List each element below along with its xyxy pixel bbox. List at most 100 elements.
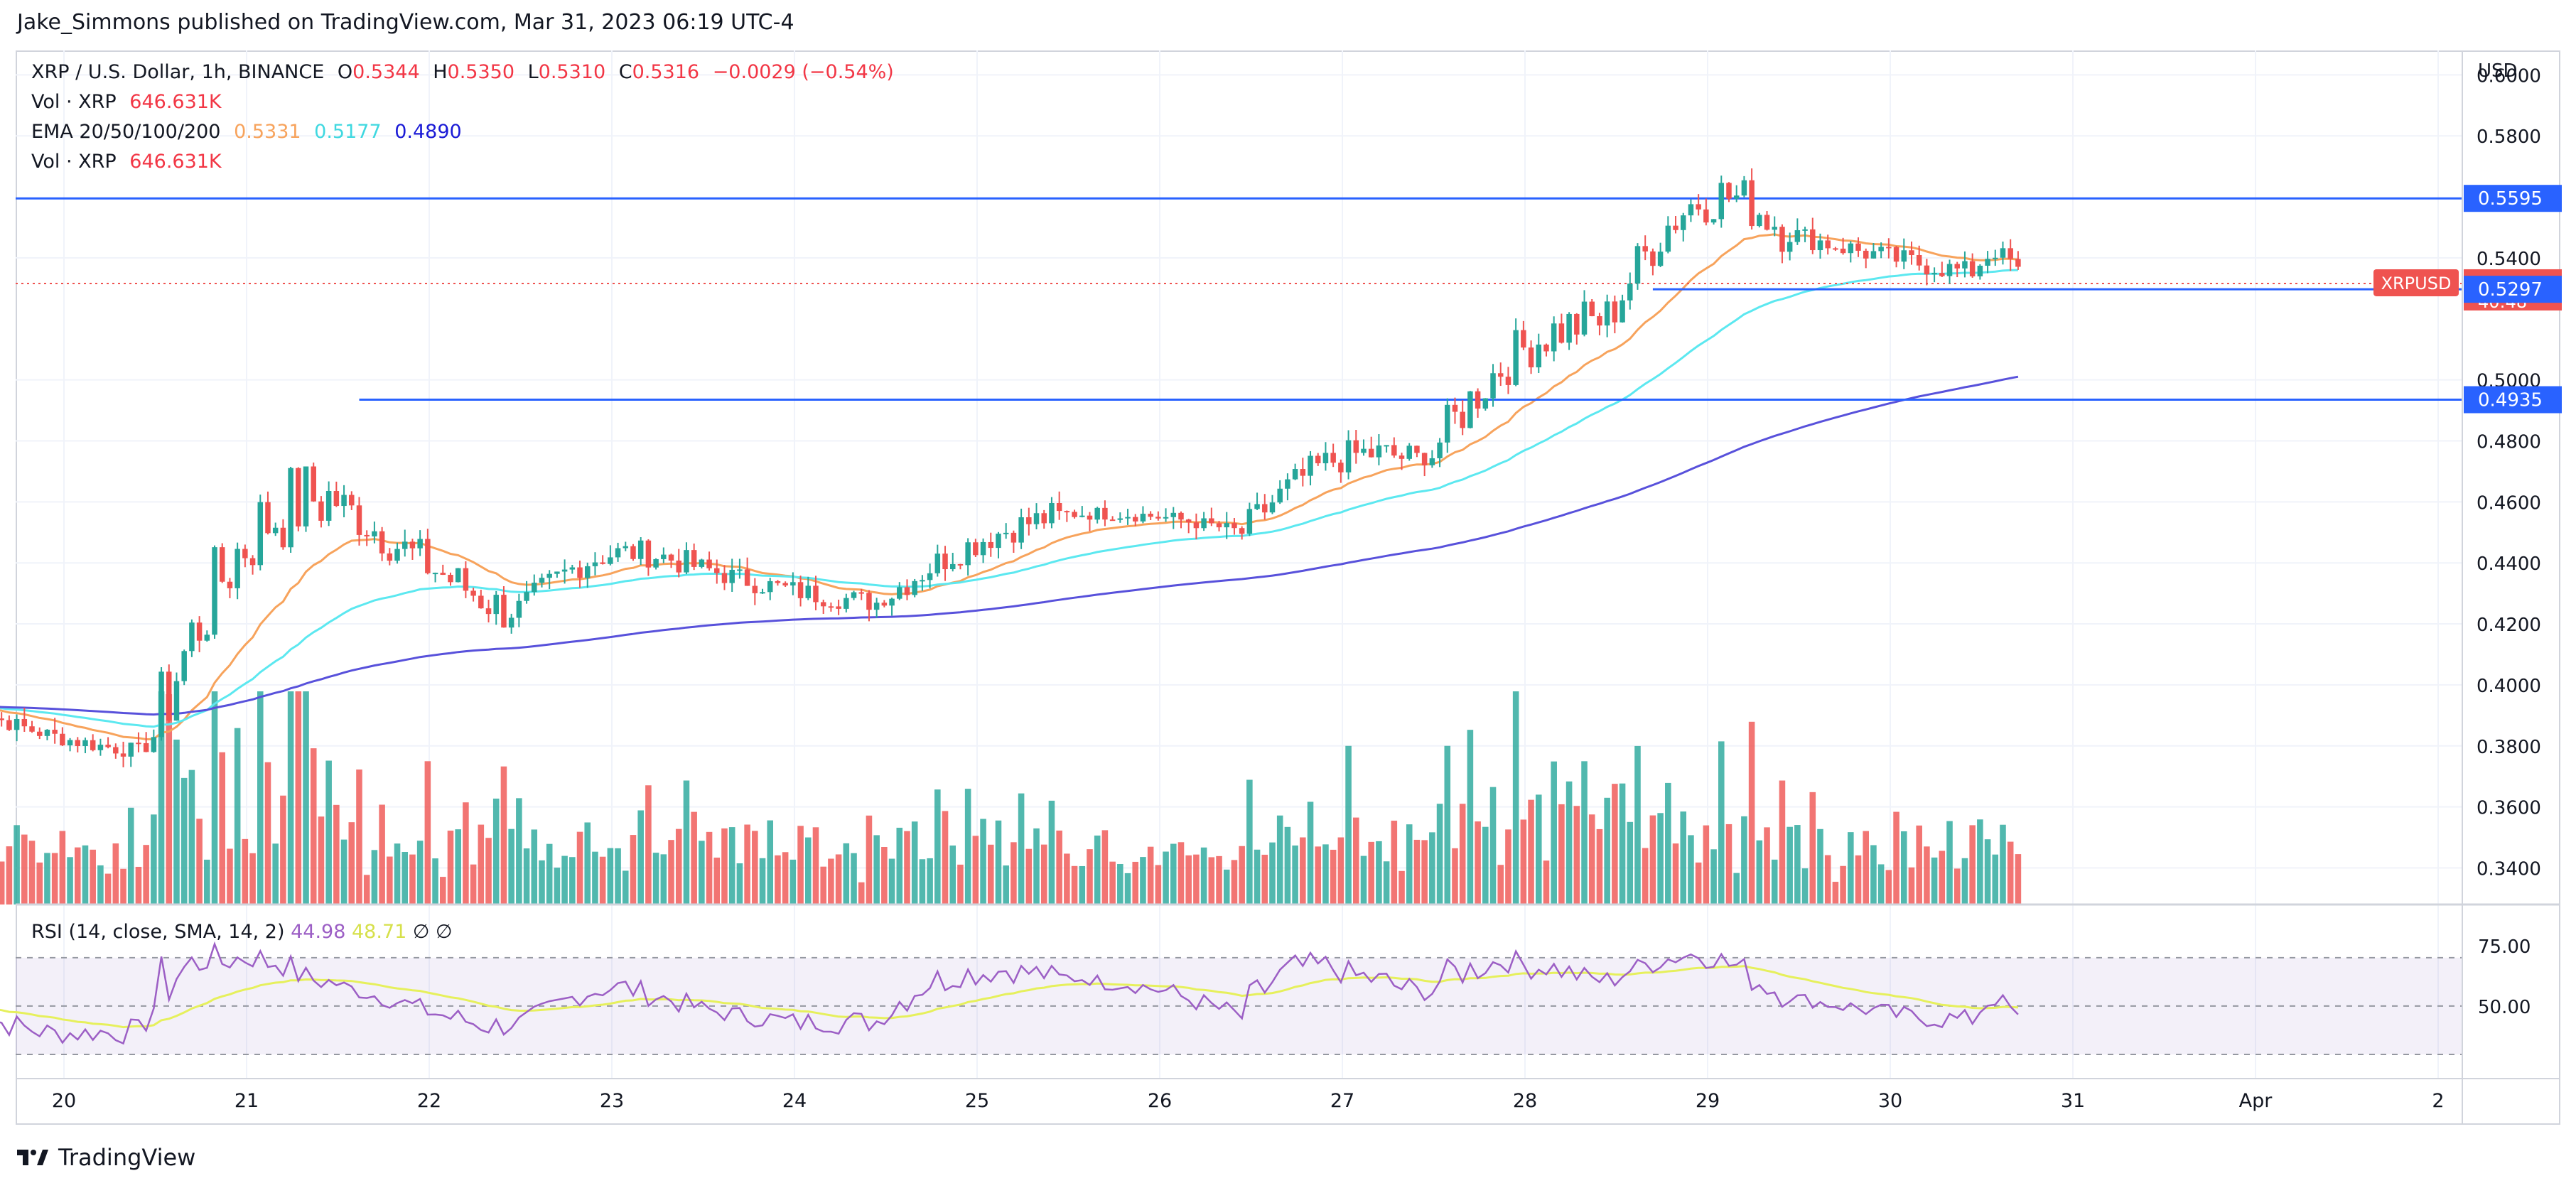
volume-bar bbox=[6, 846, 13, 904]
candle-body bbox=[440, 573, 446, 576]
volume-bar bbox=[1657, 813, 1664, 904]
volume-bar bbox=[1352, 817, 1359, 904]
candle-body bbox=[1125, 517, 1131, 519]
candle-body bbox=[311, 466, 316, 502]
candle-body bbox=[1954, 264, 1960, 269]
candle-body bbox=[82, 740, 88, 746]
candle-body bbox=[219, 547, 225, 582]
candle-body bbox=[1102, 507, 1108, 520]
candle-body bbox=[1574, 313, 1580, 335]
volume-bar bbox=[135, 866, 142, 904]
volume-bar bbox=[934, 789, 941, 904]
volume-bar bbox=[1885, 870, 1892, 904]
candle-body bbox=[1757, 215, 1762, 227]
candle-body bbox=[881, 603, 888, 606]
candle-body bbox=[577, 567, 583, 578]
volume-bar bbox=[1231, 860, 1238, 904]
symbol-tag bbox=[2373, 269, 2459, 296]
candle-body bbox=[387, 553, 393, 561]
volume-bar bbox=[561, 855, 568, 904]
volume-bar bbox=[775, 855, 781, 904]
candle-body bbox=[1893, 247, 1899, 262]
volume-bar bbox=[1018, 793, 1025, 904]
candle-body bbox=[592, 562, 598, 566]
volume-bar bbox=[1680, 811, 1687, 904]
candle-body bbox=[1482, 398, 1489, 409]
volume-bar bbox=[1383, 861, 1390, 904]
candle-body bbox=[1855, 243, 1861, 251]
volume-bar bbox=[295, 691, 302, 904]
candle-body bbox=[1665, 225, 1671, 252]
volume-bar bbox=[1025, 848, 1033, 904]
tradingview-footer: TradingView bbox=[16, 1144, 195, 1171]
volume-bar bbox=[1163, 851, 1169, 904]
candle-body bbox=[14, 718, 20, 730]
candle-body bbox=[1421, 453, 1428, 465]
volume-bar bbox=[1246, 779, 1253, 904]
candle-body bbox=[942, 554, 948, 570]
price-tick-label: 0.4800 bbox=[2477, 431, 2541, 453]
volume-bar bbox=[828, 858, 834, 904]
candle-body bbox=[1429, 458, 1435, 465]
price-tick-label: 0.5800 bbox=[2477, 126, 2541, 148]
candle-body bbox=[1536, 344, 1542, 368]
candle-body bbox=[280, 527, 286, 548]
candlesticks bbox=[0, 168, 2021, 767]
candle-body bbox=[532, 583, 537, 593]
volume-bar bbox=[607, 848, 614, 904]
volume-bar bbox=[699, 841, 705, 904]
candle-body bbox=[1361, 448, 1367, 453]
volume-bar bbox=[158, 691, 165, 904]
volume-bar bbox=[1376, 841, 1382, 904]
volume-bar bbox=[599, 856, 606, 904]
ema50-line bbox=[0, 269, 2018, 728]
low-label: L bbox=[527, 61, 539, 83]
volume-bar bbox=[492, 798, 500, 904]
candle-body bbox=[105, 745, 111, 747]
candle-body bbox=[1460, 411, 1465, 428]
candle-body bbox=[29, 726, 35, 732]
volume-bar bbox=[1703, 825, 1710, 904]
volume-bar bbox=[1429, 832, 1435, 904]
candle-body bbox=[1391, 445, 1397, 456]
candle-body bbox=[1931, 273, 1937, 275]
volume-bar bbox=[1565, 781, 1573, 904]
volume-bar bbox=[333, 804, 340, 904]
volume-bar bbox=[287, 691, 294, 904]
candle-body bbox=[1406, 446, 1412, 459]
volume-bar bbox=[516, 798, 522, 904]
volume-bar bbox=[424, 761, 431, 904]
volume-bar bbox=[21, 834, 28, 904]
candle-body bbox=[820, 602, 826, 607]
candle-body bbox=[965, 542, 971, 566]
candle-body bbox=[1840, 248, 1846, 254]
volume-bar bbox=[1627, 821, 1634, 904]
candle-body bbox=[1634, 246, 1641, 284]
volume-bar bbox=[1840, 865, 1846, 904]
ema20-value: 0.5331 bbox=[234, 121, 301, 143]
volume-bar bbox=[1452, 848, 1458, 904]
volume-bar bbox=[1315, 846, 1322, 904]
ema50-value: 0.5177 bbox=[314, 121, 382, 143]
volume-bar bbox=[1413, 839, 1421, 904]
candle-body bbox=[1924, 265, 1930, 275]
volume-bar bbox=[59, 831, 66, 904]
candle-body bbox=[372, 531, 377, 536]
ema20-line bbox=[0, 233, 2019, 741]
candle-body bbox=[1779, 227, 1785, 252]
time-tick-label: 30 bbox=[1878, 1090, 1902, 1112]
vol-label: Vol · XRP bbox=[31, 91, 117, 113]
volume-bar bbox=[1011, 842, 1017, 904]
hline-price-box bbox=[2464, 185, 2562, 212]
volume-bar bbox=[668, 840, 674, 904]
candle-body bbox=[516, 600, 522, 618]
volume-bar bbox=[371, 850, 378, 904]
volume-bar bbox=[1261, 854, 1268, 904]
volume-bar bbox=[1733, 873, 1740, 904]
volume-bar bbox=[1124, 873, 1131, 904]
candle-body bbox=[508, 617, 514, 628]
candle-body bbox=[1414, 446, 1420, 453]
candle-body bbox=[912, 580, 917, 595]
volume-bar bbox=[554, 868, 561, 904]
